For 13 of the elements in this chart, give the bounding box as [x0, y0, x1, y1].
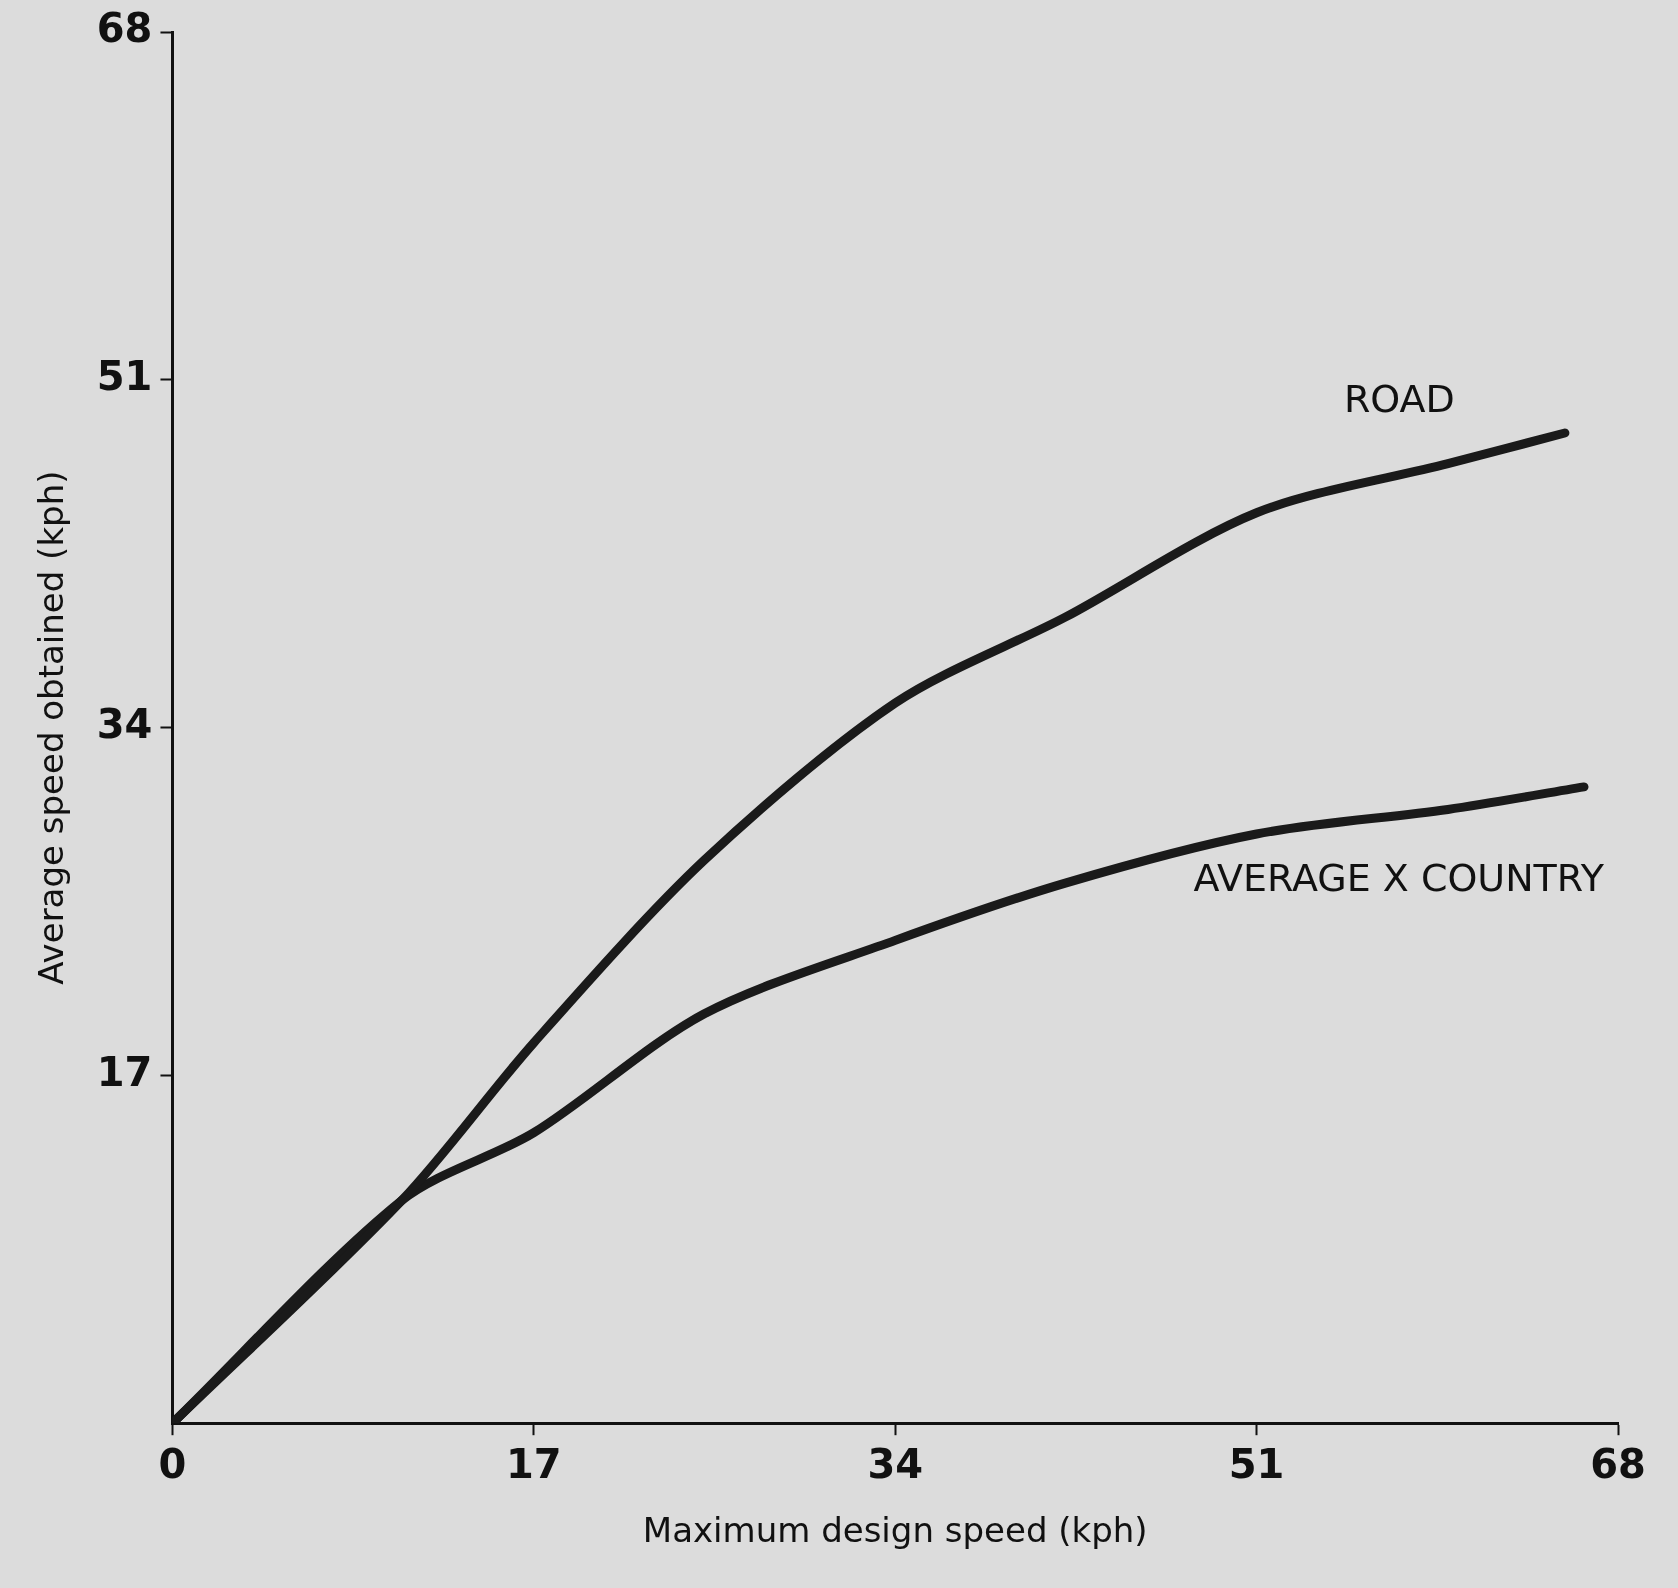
x-tick-label: 34 — [867, 1440, 924, 1487]
x-tick-label: 51 — [1228, 1440, 1285, 1487]
y-tick-label: 51 — [96, 353, 153, 400]
series-label: ROAD — [1343, 376, 1455, 421]
y-axis-title: Average speed obtained (kph) — [31, 470, 72, 985]
y-tick-label: 17 — [96, 1048, 153, 1095]
x-tick-label: 0 — [158, 1440, 187, 1487]
x-tick-label: 17 — [506, 1440, 562, 1487]
y-tick-label: 68 — [96, 5, 153, 52]
x-axis-title: Maximum design speed (kph) — [642, 1510, 1148, 1551]
x-tick-label: 68 — [1590, 1440, 1646, 1487]
series-label: AVERAGE X COUNTRY — [1193, 855, 1605, 900]
y-tick-label: 34 — [96, 700, 153, 747]
